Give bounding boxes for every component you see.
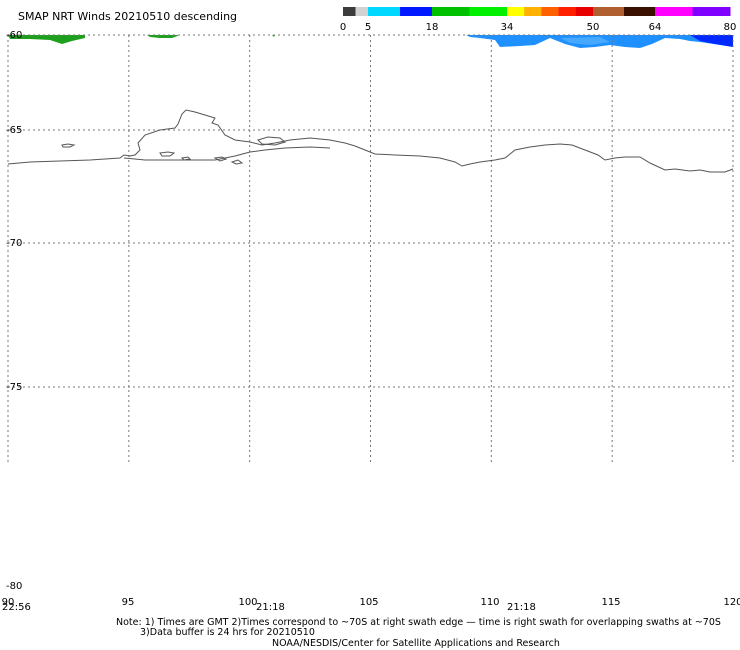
island-5 [257,136,287,146]
lon-tick-label: 115 [601,597,620,608]
colorbar-labels: 0 5 18 34 50 64 80 [340,22,737,33]
lon-tick-label: 120 [723,597,740,608]
lat-tick-label: -60 [6,30,22,41]
colorbar-label: 50 [587,22,600,33]
lon-tick-label: 100 [238,597,257,608]
grid [7,34,734,464]
colorbar-label: 64 [649,22,662,33]
colorbar-segment [507,7,525,16]
lat-tick-label: -70 [6,238,22,249]
coast-inner-line [123,146,331,161]
colorbar-segment [400,7,433,16]
swath-time-label: 21:18 [256,602,285,613]
colorbar-segment [558,7,577,16]
colorbar-segment [469,7,508,16]
note-line-2: 3)Data buffer is 24 hrs for 20210510 [140,627,315,638]
colorbar-segment [541,7,560,16]
colorbar-segment [655,7,693,16]
lon-tick-label: 95 [122,597,135,608]
wind-swath-green-left [8,35,85,44]
wind-swaths [8,35,733,48]
island-4 [213,156,228,162]
lat-tick-label: -65 [6,125,22,136]
colorbar-label: 80 [724,22,737,33]
colorbar-segment [593,7,625,16]
colorbar-label: 5 [365,22,371,33]
lat-tick-label: -80 [6,581,22,592]
colorbar-segment [575,7,594,16]
note-line-3: NOAA/NESDIS/Center for Satellite Applica… [272,638,560,649]
colorbar-segment [624,7,656,16]
island-2 [159,151,176,157]
colorbar-label: 34 [501,22,514,33]
colorbar-segment [368,7,401,16]
island-1 [61,143,76,148]
map-title: SMAP NRT Winds 20210510 descending [18,10,237,23]
wind-swath-blue-strong [690,35,733,47]
colorbar-segment [355,7,369,16]
lon-tick-label: 110 [480,597,499,608]
lon-tick-label: 105 [359,597,378,608]
island-3 [180,156,192,161]
colorbar-segment [343,7,356,16]
wind-swath-green-mid [147,35,180,38]
coastline [7,109,734,173]
swath-time-label: 22:56 [2,602,31,613]
colorbar [343,7,731,16]
wind-swath-blue-mid [560,37,610,45]
swath-time-label: 21:18 [507,602,536,613]
note-line-1: Note: 1) Times are GMT 2)Times correspon… [116,617,721,628]
colorbar-label: 0 [340,22,346,33]
colorbar-segment [692,7,731,16]
colorbar-segment [432,7,470,16]
colorbar-segment [524,7,542,16]
colorbar-label: 18 [426,22,439,33]
island-6 [230,159,244,165]
antarctic-coast-line [7,109,734,173]
lat-tick-label: -75 [6,382,22,393]
lon-tick-label: 90 [2,597,15,608]
